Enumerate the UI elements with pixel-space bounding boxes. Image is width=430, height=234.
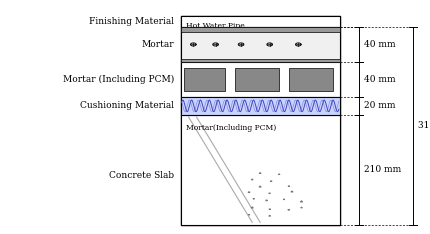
Text: 40 mm: 40 mm xyxy=(364,40,396,49)
Bar xyxy=(184,68,225,91)
Text: 210 mm: 210 mm xyxy=(364,165,402,174)
Bar xyxy=(181,16,340,225)
Text: Cushioning Material: Cushioning Material xyxy=(80,101,174,110)
Text: Mortar (Including PCM): Mortar (Including PCM) xyxy=(63,75,174,84)
Bar xyxy=(181,27,340,32)
Bar xyxy=(181,16,340,27)
Bar xyxy=(181,58,340,62)
Circle shape xyxy=(213,43,218,46)
Text: 20 mm: 20 mm xyxy=(364,101,396,110)
Circle shape xyxy=(190,43,196,46)
Bar xyxy=(289,68,333,91)
Text: 40 mm: 40 mm xyxy=(364,75,396,84)
Bar xyxy=(235,68,279,91)
Text: 310 mm: 310 mm xyxy=(418,121,430,130)
Text: Finishing Material: Finishing Material xyxy=(89,17,174,26)
Text: Concrete Slab: Concrete Slab xyxy=(109,171,174,180)
Text: Mortar: Mortar xyxy=(141,40,174,49)
Circle shape xyxy=(295,43,301,46)
Bar xyxy=(181,62,340,97)
Bar xyxy=(181,115,340,225)
Circle shape xyxy=(238,43,244,46)
Bar xyxy=(181,97,340,115)
Circle shape xyxy=(267,43,273,46)
Bar xyxy=(181,27,340,62)
Text: Mortar(Including PCM): Mortar(Including PCM) xyxy=(186,124,276,132)
Text: Hot Water Pipe: Hot Water Pipe xyxy=(186,22,245,30)
